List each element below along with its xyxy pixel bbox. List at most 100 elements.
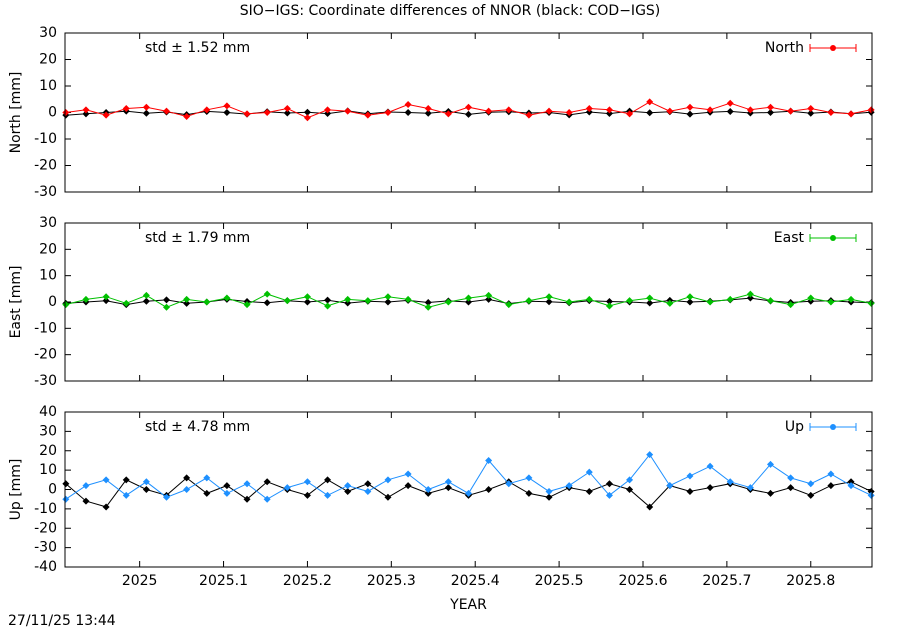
point xyxy=(163,303,171,311)
y-tick-label: 30 xyxy=(39,215,57,231)
point xyxy=(424,105,432,113)
point xyxy=(243,480,251,488)
point xyxy=(646,109,654,117)
point xyxy=(545,298,553,306)
y-tick-label: 30 xyxy=(39,25,57,41)
point xyxy=(344,487,352,495)
point xyxy=(585,468,593,476)
point xyxy=(203,106,211,114)
point xyxy=(525,489,533,497)
point xyxy=(324,491,332,499)
point xyxy=(324,110,332,118)
point xyxy=(263,109,271,116)
point xyxy=(324,296,332,304)
point xyxy=(203,298,211,306)
point xyxy=(706,462,714,470)
point xyxy=(62,495,70,503)
point xyxy=(122,105,130,113)
point xyxy=(283,105,291,113)
point xyxy=(867,491,875,499)
legend-marker xyxy=(830,45,836,51)
point xyxy=(807,109,815,117)
point xyxy=(384,293,392,301)
point xyxy=(706,484,714,492)
point xyxy=(303,298,311,306)
y-tick-label: 0 xyxy=(48,294,57,310)
annotation: std ± 1.79 mm xyxy=(145,230,250,246)
y-axis-label: Up [mm] xyxy=(8,459,24,521)
annotation: std ± 4.78 mm xyxy=(145,419,250,435)
x-tick-label: 2025.4 xyxy=(451,573,500,589)
point xyxy=(585,487,593,495)
point xyxy=(183,112,191,120)
point xyxy=(283,297,291,305)
point xyxy=(847,110,855,118)
x-tick-label: 2025.2 xyxy=(283,573,332,589)
point xyxy=(283,484,291,492)
point xyxy=(243,495,251,503)
point xyxy=(82,110,90,118)
point xyxy=(505,301,513,309)
point xyxy=(646,299,654,307)
y-tick-label: -20 xyxy=(34,347,57,363)
chart-title: SIO−IGS: Coordinate differences of NNOR … xyxy=(240,3,661,19)
point xyxy=(384,109,392,116)
point xyxy=(827,482,835,490)
point xyxy=(605,297,613,305)
point xyxy=(746,290,754,298)
point xyxy=(303,114,311,122)
point xyxy=(183,299,191,307)
point xyxy=(163,296,171,304)
point xyxy=(766,109,774,116)
point xyxy=(142,486,150,493)
x-tick-label: 2025.1 xyxy=(199,573,248,589)
point xyxy=(223,109,231,116)
point xyxy=(243,110,251,118)
point xyxy=(867,106,875,114)
annotation: std ± 1.52 mm xyxy=(145,40,250,56)
point xyxy=(686,298,694,306)
point xyxy=(424,299,432,307)
plot-frame xyxy=(64,32,873,193)
y-tick-label: -40 xyxy=(34,559,57,575)
point xyxy=(102,503,110,511)
point xyxy=(203,489,211,497)
point xyxy=(364,111,372,119)
point xyxy=(787,301,795,309)
y-tick-label: -10 xyxy=(34,131,57,147)
point xyxy=(807,491,815,499)
point xyxy=(766,103,774,111)
point xyxy=(626,297,634,305)
point xyxy=(263,299,271,307)
y-tick-label: -10 xyxy=(34,320,57,336)
point xyxy=(223,294,231,302)
point xyxy=(867,299,875,307)
point xyxy=(827,298,835,306)
point xyxy=(565,298,573,306)
point xyxy=(424,109,432,117)
point xyxy=(605,302,613,310)
point xyxy=(485,291,493,299)
point xyxy=(585,105,593,113)
legend-marker xyxy=(830,424,836,430)
point xyxy=(263,495,271,503)
x-axis-label: YEAR xyxy=(449,597,487,613)
point xyxy=(243,301,251,309)
y-tick-label: -10 xyxy=(34,501,57,517)
point xyxy=(545,493,553,501)
point xyxy=(766,297,774,305)
point xyxy=(766,489,774,497)
point xyxy=(847,295,855,303)
point xyxy=(344,299,352,307)
point xyxy=(82,106,90,114)
point xyxy=(646,294,654,302)
point xyxy=(686,293,694,301)
point xyxy=(686,487,694,495)
point xyxy=(485,486,493,493)
point xyxy=(102,297,110,305)
point xyxy=(404,482,412,490)
point xyxy=(686,110,694,118)
point xyxy=(102,111,110,119)
point xyxy=(626,486,634,493)
